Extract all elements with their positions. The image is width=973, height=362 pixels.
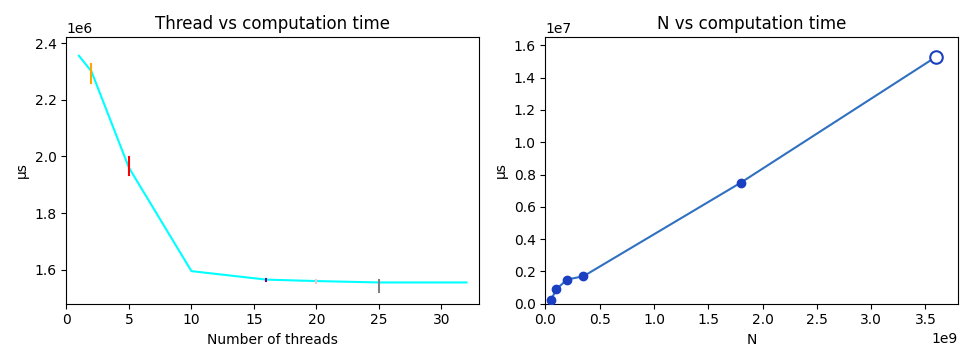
Title: N vs computation time: N vs computation time xyxy=(657,15,847,33)
Y-axis label: μs: μs xyxy=(494,163,508,178)
Title: Thread vs computation time: Thread vs computation time xyxy=(156,15,390,33)
X-axis label: N: N xyxy=(746,333,757,347)
Y-axis label: μs: μs xyxy=(15,163,29,178)
X-axis label: Number of threads: Number of threads xyxy=(207,333,339,347)
